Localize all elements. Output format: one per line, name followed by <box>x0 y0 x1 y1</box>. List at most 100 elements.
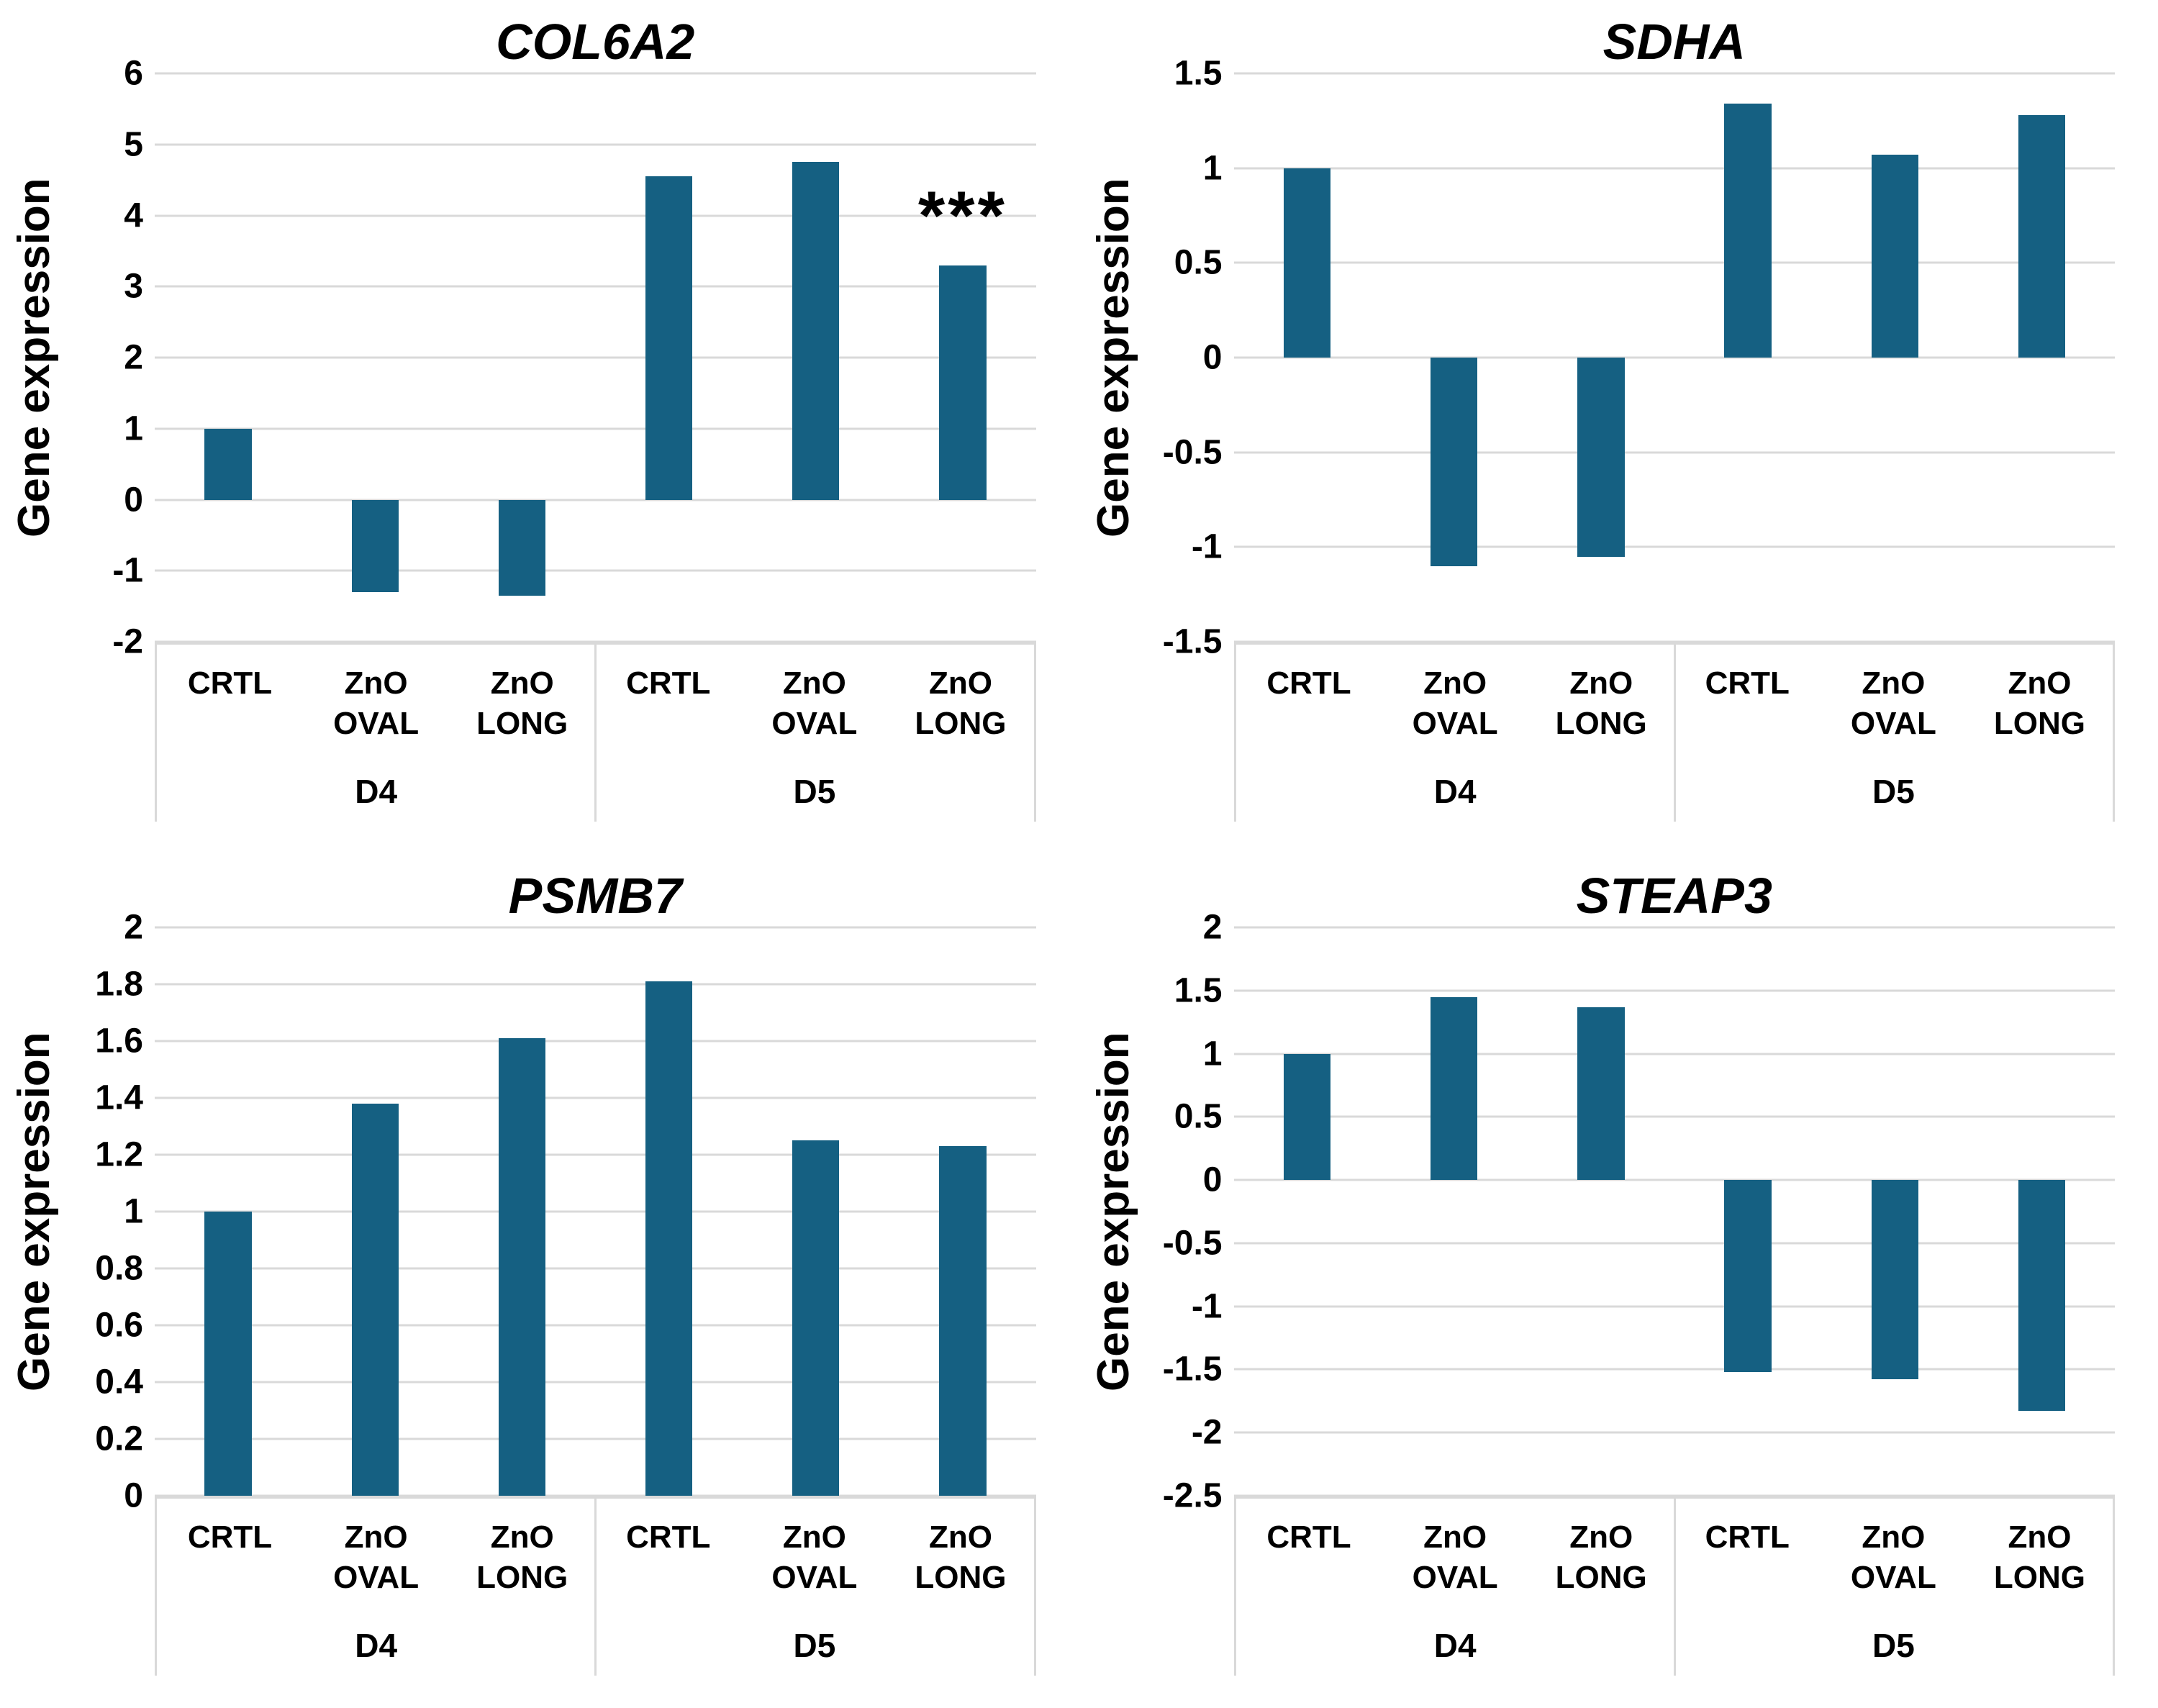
gridline <box>155 1040 1036 1042</box>
plot-area: *** <box>155 72 1036 643</box>
chart-area: Gene expression 2 1.5 1 0.5 0 -0.5 -1 -1.5 -2 -2.… <box>1079 909 2158 1676</box>
chart-area: Gene expression 2 1.8 1.6 1.4 1.2 1 0.8 0.6 0.4 0… <box>0 909 1079 1676</box>
category-label-line: CRTL <box>1266 1520 1351 1555</box>
plot-area <box>1233 72 2115 643</box>
group-label: D4 <box>1433 773 1477 810</box>
chart-title: STEAP3 <box>1576 868 1772 924</box>
gridline <box>1233 989 2115 992</box>
bar <box>351 1103 399 1496</box>
y-tick-label: -2 <box>112 622 143 661</box>
bar <box>645 176 693 500</box>
category-label-line: ZnO <box>1569 666 1633 701</box>
category-label: CRTL <box>157 1517 303 1612</box>
category-label-line: LONG <box>1993 706 2085 741</box>
category-label: ZnO LONG <box>449 1517 595 1612</box>
y-tick-label: 1.6 <box>95 1022 143 1060</box>
group-divider-line <box>594 1499 597 1676</box>
y-axis-ticks: 2 1.5 1 0.5 0 -0.5 -1 -1.5 -2 -2.5 <box>1148 909 1234 1515</box>
category-label-line: ZnO <box>344 1520 408 1555</box>
bar <box>939 1146 987 1496</box>
category-labels-row: CRTL ZnO OVAL ZnO LONG CRTL ZnO OVAL ZnO LONG <box>1236 1499 2113 1612</box>
category-label-line: OVAL <box>771 1560 858 1595</box>
chart-title: SDHA <box>1602 14 1746 70</box>
y-tick-label: 0 <box>1202 338 1223 377</box>
bar <box>792 162 840 500</box>
category-label-line: ZnO <box>1569 1520 1633 1555</box>
chart-psmb7: PSMB7 Gene expression 2 1.8 1.6 1.4 1.2 1 0.8 0… <box>0 854 1079 1708</box>
gridline <box>1233 167 2115 170</box>
group-labels-row: D4 D5 <box>157 1612 1034 1679</box>
chart-title: PSMB7 <box>508 868 682 924</box>
bar <box>792 1140 840 1496</box>
y-tick-label: 1.8 <box>95 965 143 1004</box>
bar <box>1431 996 1478 1181</box>
gridline <box>155 1381 1036 1384</box>
category-label: CRTL <box>1674 663 1821 758</box>
bar <box>645 981 693 1496</box>
category-label: ZnO OVAL <box>1382 663 1528 758</box>
y-tick-label: -0.5 <box>1162 433 1223 472</box>
gridline <box>155 1096 1036 1099</box>
y-tick-label: 2 <box>1202 908 1223 947</box>
y-tick-label: 1.4 <box>95 1078 143 1117</box>
category-label-line: ZnO <box>1423 1520 1487 1555</box>
y-axis-title: Gene expression <box>9 178 59 537</box>
y-tick-label: -2.5 <box>1162 1476 1223 1515</box>
category-label-line: ZnO <box>782 1520 846 1555</box>
y-tick-label: 2 <box>124 338 143 377</box>
group-divider-line <box>1673 1499 1676 1676</box>
bar <box>1283 168 1331 358</box>
y-tick-label: 0.4 <box>95 1363 143 1402</box>
gridline <box>1233 356 2115 359</box>
chart-area: Gene expression 6 5 4 3 2 1 0 -1 -2 *** CRTL ZnO O… <box>0 55 1079 822</box>
group-label: D5 <box>793 773 836 810</box>
y-tick-label: 0 <box>124 481 143 519</box>
category-label: CRTL <box>1236 663 1382 758</box>
y-tick-label: -0.5 <box>1162 1224 1223 1263</box>
bar <box>1724 1180 1772 1372</box>
category-label-line: ZnO <box>928 1520 992 1555</box>
category-label-line: LONG <box>476 706 568 741</box>
category-label: CRTL <box>595 663 741 758</box>
category-label: ZnO OVAL <box>1382 1517 1528 1612</box>
category-label-line: OVAL <box>1412 1560 1498 1595</box>
bar <box>939 265 987 500</box>
category-label-line: ZnO <box>1862 1520 1926 1555</box>
y-tick-label: -1.5 <box>1162 622 1223 661</box>
bar <box>1577 1007 1625 1181</box>
gridline <box>155 983 1036 986</box>
category-label-line: ZnO <box>1862 666 1926 701</box>
category-label-line: LONG <box>1993 1560 2085 1595</box>
y-tick-label: 6 <box>124 54 143 93</box>
gridline <box>155 143 1036 146</box>
category-label-line: ZnO <box>490 1520 554 1555</box>
chart-title: COL6A2 <box>496 14 695 70</box>
y-tick-label: 3 <box>124 267 143 306</box>
category-label-line: CRTL <box>187 666 273 701</box>
bar <box>1724 104 1772 358</box>
category-labels-row: CRTL ZnO OVAL ZnO LONG CRTL ZnO OVAL ZnO LONG <box>157 645 1034 758</box>
gridline <box>155 1324 1036 1327</box>
plot-wrap: CRTL ZnO OVAL ZnO LONG CRTL ZnO OVAL ZnO LONG D4 D… <box>1233 926 2115 1676</box>
category-label: ZnO OVAL <box>741 1517 887 1612</box>
plot-area <box>155 926 1036 1497</box>
category-label-line: CRTL <box>1705 666 1790 701</box>
bar <box>1431 358 1478 566</box>
category-axis-table: CRTL ZnO OVAL ZnO LONG CRTL ZnO OVAL ZnO LONG D4 D… <box>155 1496 1036 1676</box>
plot-wrap: CRTL ZnO OVAL ZnO LONG CRTL ZnO OVAL ZnO LONG D4 D… <box>155 926 1036 1676</box>
category-label: ZnO LONG <box>1967 663 2113 758</box>
category-label: ZnO OVAL <box>741 663 887 758</box>
category-label-line: ZnO <box>490 666 554 701</box>
y-tick-label: -2 <box>1191 1413 1223 1452</box>
gridline <box>155 1210 1036 1213</box>
y-tick-label: -1 <box>1191 527 1223 566</box>
y-tick-label: 1 <box>124 1192 143 1231</box>
gridline <box>1233 1178 2115 1181</box>
y-tick-label: 0.5 <box>1174 243 1223 282</box>
chart-area: Gene expression 1.5 1 0.5 0 -0.5 -1 -1.5 CRTL Z… <box>1079 55 2158 822</box>
chart-steap3: STEAP3 Gene expression 2 1.5 1 0.5 0 -0.5 -1 -1… <box>1079 854 2158 1708</box>
category-label-line: ZnO <box>2008 1520 2072 1555</box>
bar <box>498 499 546 596</box>
category-label-line: LONG <box>1555 706 1647 741</box>
category-label-line: OVAL <box>1850 706 1936 741</box>
